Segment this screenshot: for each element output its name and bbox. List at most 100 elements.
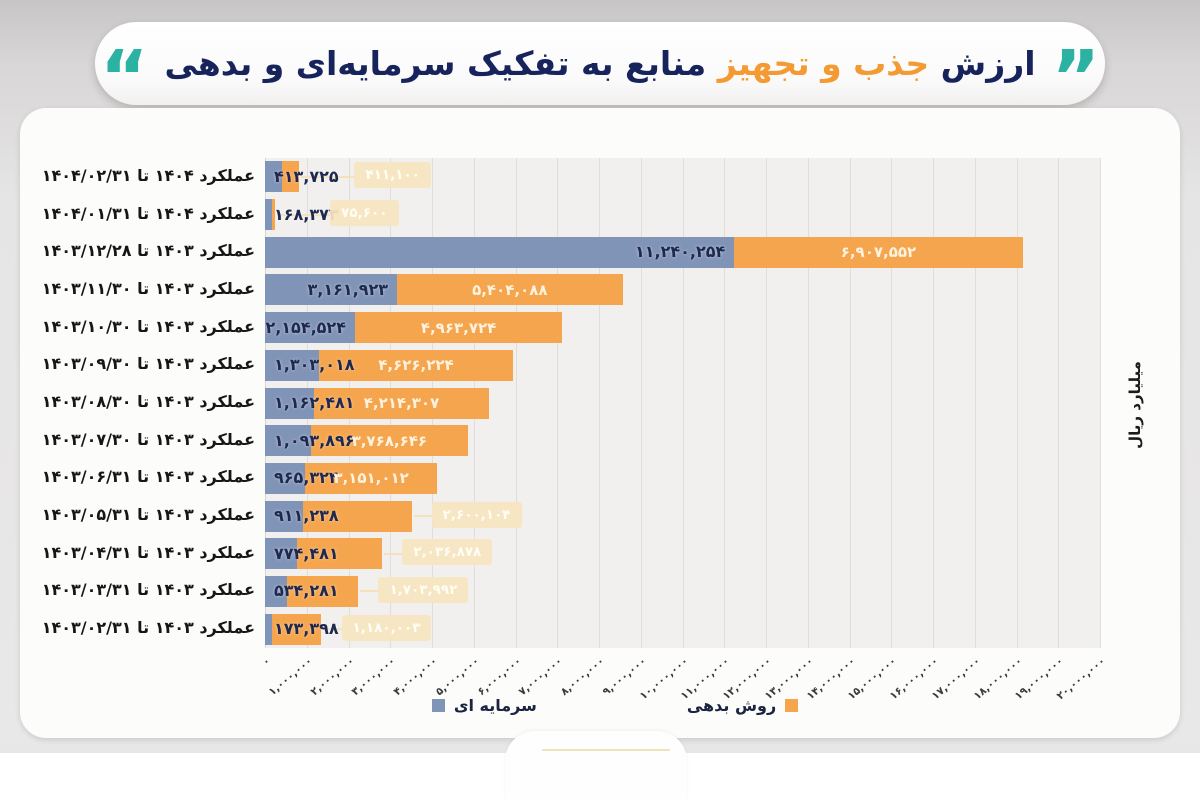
gridline <box>766 158 767 648</box>
title-banner: ” ارزش جذب و تجهیز منابع به تفکیک سرمایه… <box>95 22 1105 115</box>
capital-bar-segment <box>265 349 320 381</box>
capital-value-label: ۱۶۸,۳۷۳ <box>274 204 339 224</box>
gridline <box>515 158 517 648</box>
title-part2: منابع به تفکیک سرمایه‌ای و بدهی <box>164 44 707 83</box>
capital-value-label: ۲,۱۵۴,۵۲۴ <box>265 317 346 337</box>
gridline <box>724 158 726 648</box>
capital-value-label: ۱۷۳,۳۹۸ <box>274 619 339 639</box>
callout-leader-line <box>384 552 403 555</box>
capital-value-label: ۱,۰۹۳,۸۹۶ <box>274 430 355 450</box>
debt-value-label: ۴,۹۶۳,۷۲۴ <box>420 318 497 337</box>
category-label: عملکرد ۱۴۰۳ تا ۱۴۰۳/۰۴/۳۱ <box>41 542 255 562</box>
debt-value-label: ۶,۹۰۷,۵۵۲ <box>840 243 917 262</box>
gridline <box>974 158 976 648</box>
bottom-tab-line <box>542 749 670 751</box>
capital-bar-segment <box>265 425 311 457</box>
capital-value-label: ۹۶۵,۳۲۴ <box>274 468 339 488</box>
legend: سرمایه ای روش بدهی <box>20 696 1180 715</box>
capital-bar-segment <box>265 462 306 494</box>
gridline <box>682 158 684 648</box>
capital-bar-segment <box>265 387 314 419</box>
category-label: عملکرد ۱۴۰۳ تا ۱۴۰۳/۰۵/۳۱ <box>41 505 255 525</box>
gridline <box>849 158 851 648</box>
legend-item-capital: سرمایه ای <box>431 696 537 715</box>
bar-row <box>265 500 1100 532</box>
y-axis-title: میلیارد ریال <box>1126 361 1144 449</box>
debt-bar-segment <box>272 199 276 231</box>
capital-bar-segment <box>265 500 304 532</box>
debt-bar-segment <box>354 312 563 344</box>
capital-value-label: ۳,۱۶۱,۹۲۳ <box>307 279 389 299</box>
capital-value-label: ۵۳۴,۲۸۱ <box>274 581 339 601</box>
callout-leader-line <box>360 590 379 593</box>
bar-row <box>265 161 1100 193</box>
debt-bar-segment <box>282 161 300 193</box>
bar-row <box>265 613 1100 645</box>
gridline <box>807 158 809 648</box>
capital-value-label: ۱,۱۶۲,۴۸۱ <box>274 393 355 412</box>
debt-swatch-icon <box>785 699 799 712</box>
bar-row <box>265 312 1100 344</box>
callout-leader-line <box>301 175 355 178</box>
bar-row <box>265 425 1100 457</box>
debt-value-label: ۵,۴۰۴,۰۸۸ <box>472 280 548 299</box>
debt-value-callout: ۴۱۱,۱۰۰ <box>354 162 431 189</box>
capital-bar-segment <box>265 199 273 231</box>
title-highlight: جذب و تجهیز <box>717 44 930 83</box>
category-label: عملکرد ۱۴۰۳ تا ۱۴۰۳/۱۰/۳۰ <box>41 316 255 336</box>
debt-value-label: ۴,۲۱۴,۳۰۷ <box>363 394 440 412</box>
debt-bar-segment <box>319 349 513 381</box>
category-label: عملکرد ۱۴۰۳ تا ۱۴۰۳/۰۸/۳۰ <box>41 392 255 411</box>
gridline <box>1100 158 1101 648</box>
category-label: عملکرد ۱۴۰۴ تا ۱۴۰۴/۰۱/۳۱ <box>41 203 255 223</box>
legend-label-debt: روش بدهی <box>686 696 777 715</box>
bar-row <box>265 274 1100 306</box>
category-label: عملکرد ۱۴۰۳ تا ۱۴۰۳/۱۲/۲۸ <box>41 241 255 261</box>
debt-bar-segment <box>303 500 412 532</box>
category-label: عملکرد ۱۴۰۳ تا ۱۴۰۳/۰۶/۳۱ <box>41 467 255 487</box>
capital-value-label: ۹۱۱,۲۳۸ <box>274 506 339 526</box>
capital-bar-segment <box>265 312 355 344</box>
capital-value-label: ۷۷۴,۴۸۱ <box>274 543 339 563</box>
debt-value-callout: ۲,۰۳۶,۸۷۸ <box>402 539 493 566</box>
capital-bar-segment <box>265 538 298 570</box>
bar-row <box>265 236 1100 268</box>
debt-bar-segment <box>310 425 468 457</box>
capital-swatch-icon <box>431 699 445 712</box>
capital-bar-segment <box>265 613 273 645</box>
capital-bar-segment <box>265 161 283 193</box>
debt-value-callout: ۷۵,۶۰۰ <box>330 200 399 227</box>
gridline <box>599 158 600 648</box>
debt-bar-segment <box>305 462 437 494</box>
debt-bar-segment <box>397 274 623 306</box>
capital-value-label: ۴۱۳,۷۲۵ <box>274 166 339 186</box>
capital-value-label: ۱۱,۲۴۰,۲۵۴ <box>635 242 726 262</box>
gridline <box>640 158 642 648</box>
callout-leader-line <box>277 213 331 216</box>
bar-row <box>265 199 1100 231</box>
debt-value-label: ۴,۶۲۶,۲۲۴ <box>378 356 454 375</box>
debt-bar-segment <box>297 538 383 570</box>
debt-value-callout: ۱,۱۸۰,۰۰۳ <box>341 614 432 641</box>
legend-item-debt: روش بدهی <box>686 696 799 715</box>
gridline <box>891 158 893 648</box>
debt-bar-segment <box>734 236 1023 268</box>
bar-row <box>265 349 1100 381</box>
gridline <box>557 158 559 648</box>
debt-value-callout: ۲,۶۰۰,۱۰۴ <box>431 501 522 528</box>
gridline <box>1058 158 1060 648</box>
bar-row <box>265 462 1100 494</box>
page-title: ارزش جذب و تجهیز منابع به تفکیک سرمایه‌ا… <box>165 44 1036 83</box>
debt-bar-segment <box>287 575 359 607</box>
category-label: عملکرد ۱۴۰۳ تا ۱۴۰۳/۰۷/۳۰ <box>41 429 255 449</box>
debt-value-label: ۳,۷۶۸,۶۴۶ <box>351 431 428 450</box>
debt-value-label: ۳,۱۵۱,۰۱۲ <box>333 469 409 488</box>
capital-bar-segment <box>265 236 735 268</box>
debt-bar-segment <box>313 387 490 419</box>
bar-row <box>265 538 1100 570</box>
title-part1: ارزش <box>940 44 1036 83</box>
legend-label-capital: سرمایه ای <box>453 696 537 715</box>
capital-bar-segment <box>265 575 288 607</box>
category-label: عملکرد ۱۴۰۳ تا ۱۴۰۳/۱۱/۳۰ <box>41 278 255 298</box>
